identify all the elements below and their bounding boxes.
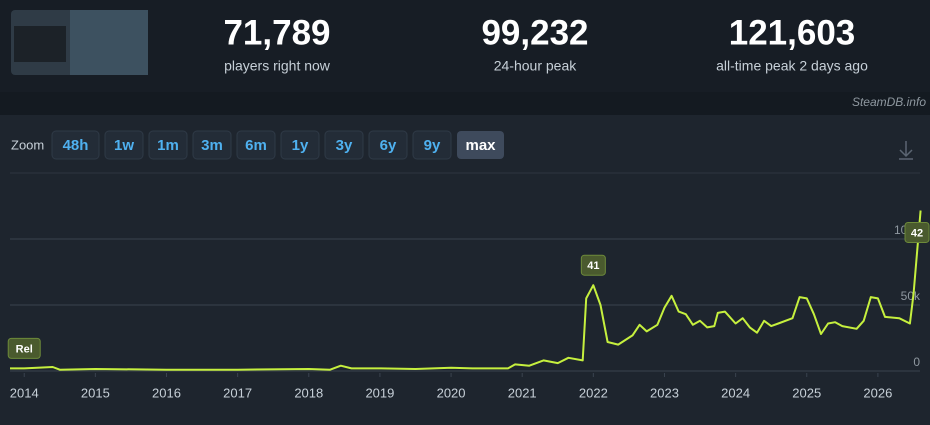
chart-bg xyxy=(0,115,930,425)
y-tick-label: 50k xyxy=(901,289,921,303)
x-tick-label: 2023 xyxy=(650,385,679,400)
annotation-flag xyxy=(904,221,930,243)
annotation-label: 41 xyxy=(587,260,599,272)
x-tick-label: 2017 xyxy=(223,385,252,400)
zoom-button[interactable] xyxy=(280,130,320,160)
x-tick-label: 2015 xyxy=(81,385,110,400)
x-tick-label: 2018 xyxy=(294,385,323,400)
zoom-button-label[interactable]: 6m xyxy=(245,137,267,154)
series-line xyxy=(10,210,922,371)
stat-value: 121,603 xyxy=(729,13,856,52)
x-tick-label: 2026 xyxy=(863,385,892,400)
zoom-button-label[interactable]: 3m xyxy=(201,137,223,154)
x-tick-label: 2014 xyxy=(10,385,39,400)
annotation-label: 42 xyxy=(911,227,923,239)
stat-label: 24-hour peak xyxy=(494,58,578,74)
stat-label: all-time peak 2 days ago xyxy=(716,58,868,74)
zoom-button-label[interactable]: 3y xyxy=(336,137,353,154)
header-bg xyxy=(0,0,930,92)
zoom-button[interactable] xyxy=(324,130,364,160)
x-tick-label: 2021 xyxy=(508,385,537,400)
zoom-button-label[interactable]: max xyxy=(465,137,496,154)
zoom-button[interactable] xyxy=(148,130,188,160)
zoom-button-label[interactable]: 1w xyxy=(114,137,134,154)
source: SteamDB.info xyxy=(852,95,926,109)
stat-value: 99,232 xyxy=(481,13,588,52)
zoom-button[interactable] xyxy=(192,130,232,160)
zoom-button[interactable] xyxy=(236,130,276,160)
zoom-button-label[interactable]: 48h xyxy=(63,137,89,154)
zoom-button[interactable] xyxy=(457,131,504,159)
x-tick-label: 2022 xyxy=(579,385,608,400)
zoom-button[interactable] xyxy=(51,130,100,160)
zoom-button-label[interactable]: 6y xyxy=(380,137,397,154)
zoom-button[interactable] xyxy=(412,130,452,160)
zoom-button-label[interactable]: 1m xyxy=(157,137,179,154)
stat-value: 71,789 xyxy=(223,13,330,52)
zoom-button-label[interactable]: 9y xyxy=(424,137,441,154)
x-tick-label: 2016 xyxy=(152,385,181,400)
x-tick-label: 2020 xyxy=(437,385,466,400)
x-tick-label: 2025 xyxy=(792,385,821,400)
zoom-label: Zoom xyxy=(11,137,44,152)
annotation-label: Rel xyxy=(16,343,33,355)
game-logo xyxy=(11,10,148,75)
annotation-flag xyxy=(580,254,606,276)
zoom-button-label[interactable]: 1y xyxy=(292,137,309,154)
zoom-button[interactable] xyxy=(368,130,408,160)
stat-label: players right now xyxy=(224,58,331,74)
y-tick-label: 0 xyxy=(913,355,920,369)
download-icon[interactable] xyxy=(899,141,913,160)
x-tick-label: 2019 xyxy=(365,385,394,400)
source-bar xyxy=(0,92,930,115)
annotation-flag xyxy=(7,337,41,359)
zoom-button[interactable] xyxy=(104,130,144,160)
x-tick-label: 2024 xyxy=(721,385,750,400)
